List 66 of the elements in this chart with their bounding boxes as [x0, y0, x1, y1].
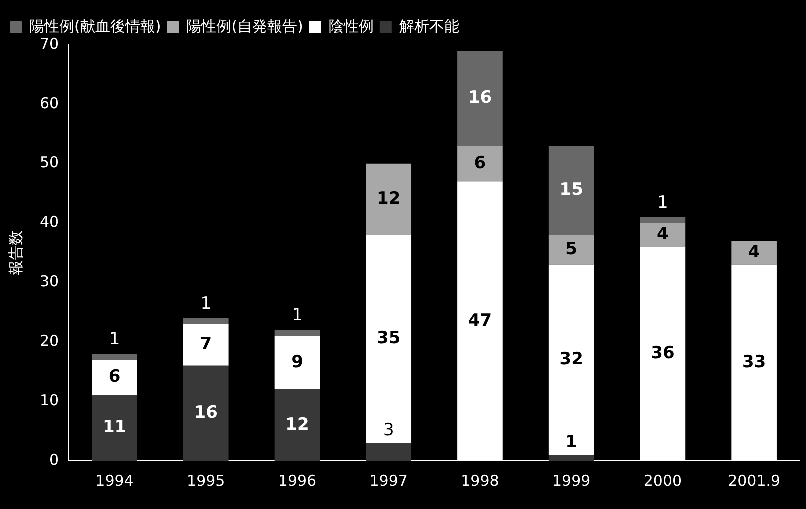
- bar: [274, 390, 320, 461]
- x-tick-label: 2000: [644, 472, 682, 490]
- legend-label: 陽性例(自発報告): [186, 17, 304, 36]
- data-label: 4: [657, 224, 670, 245]
- data-label: 1: [292, 306, 303, 326]
- y-tick-label: 70: [40, 34, 60, 53]
- bar: [548, 235, 594, 265]
- bar: [183, 324, 229, 366]
- data-label: 33: [742, 352, 766, 372]
- x-tick-label: 2001.9: [728, 472, 781, 490]
- data-label: 12: [286, 414, 310, 435]
- data-label: 6: [108, 367, 121, 388]
- data-label: 1: [566, 432, 578, 452]
- bar: [458, 50, 503, 146]
- y-axis-title: 報告数: [6, 230, 25, 276]
- data-label: 9: [292, 352, 304, 372]
- data-label: 5: [566, 239, 578, 260]
- data-label: 36: [651, 343, 675, 364]
- y-tick-label: 40: [40, 213, 60, 232]
- y-tick-label: 20: [40, 332, 60, 350]
- data-label: 4: [748, 242, 760, 262]
- bar: [183, 318, 229, 324]
- bar: [640, 223, 686, 248]
- bar: [458, 146, 503, 182]
- x-tick-label: 1998: [461, 472, 500, 490]
- y-tick-label: 0: [50, 450, 60, 469]
- bar: [640, 217, 686, 224]
- bar: [274, 336, 320, 390]
- bar: [366, 443, 412, 461]
- data-label: 32: [560, 349, 584, 370]
- legend-label: 陽性例(献血後情報): [30, 17, 162, 36]
- x-tick-label: 1994: [96, 472, 134, 490]
- bar: [548, 146, 594, 236]
- data-label: 47: [468, 310, 492, 331]
- y-tick-label: 50: [40, 154, 60, 172]
- bar: [732, 241, 777, 265]
- bar: [92, 354, 138, 360]
- bar: [366, 164, 412, 236]
- x-tick-label: 1997: [370, 472, 408, 490]
- data-label: 1: [658, 192, 668, 213]
- y-tick-label: 10: [40, 391, 60, 410]
- data-label: 6: [474, 153, 486, 174]
- legend-label: 陰性例: [328, 17, 374, 36]
- x-tick-label: 1996: [278, 472, 317, 490]
- data-label: 1: [109, 329, 120, 350]
- y-tick-label: 60: [40, 94, 60, 112]
- data-label: 11: [102, 418, 127, 438]
- bar: [366, 235, 412, 444]
- x-tick-label: 1995: [187, 472, 226, 490]
- data-label: 16: [194, 402, 218, 423]
- data-label: 15: [560, 180, 584, 200]
- bar: [274, 330, 320, 336]
- data-label: 1: [200, 294, 212, 314]
- bar: [548, 264, 594, 456]
- data-label: 7: [200, 334, 212, 355]
- bar: [92, 396, 138, 461]
- x-tick-label: 1999: [552, 472, 591, 490]
- data-label: 16: [468, 88, 492, 108]
- data-label: 12: [377, 188, 401, 209]
- data-label: 35: [377, 328, 401, 349]
- data-label: 3: [383, 420, 394, 441]
- bar: [183, 366, 229, 461]
- y-tick-label: 30: [40, 272, 60, 291]
- legend-label: 解析不能: [399, 17, 460, 36]
- bar: [548, 455, 594, 461]
- bar: [92, 360, 138, 396]
